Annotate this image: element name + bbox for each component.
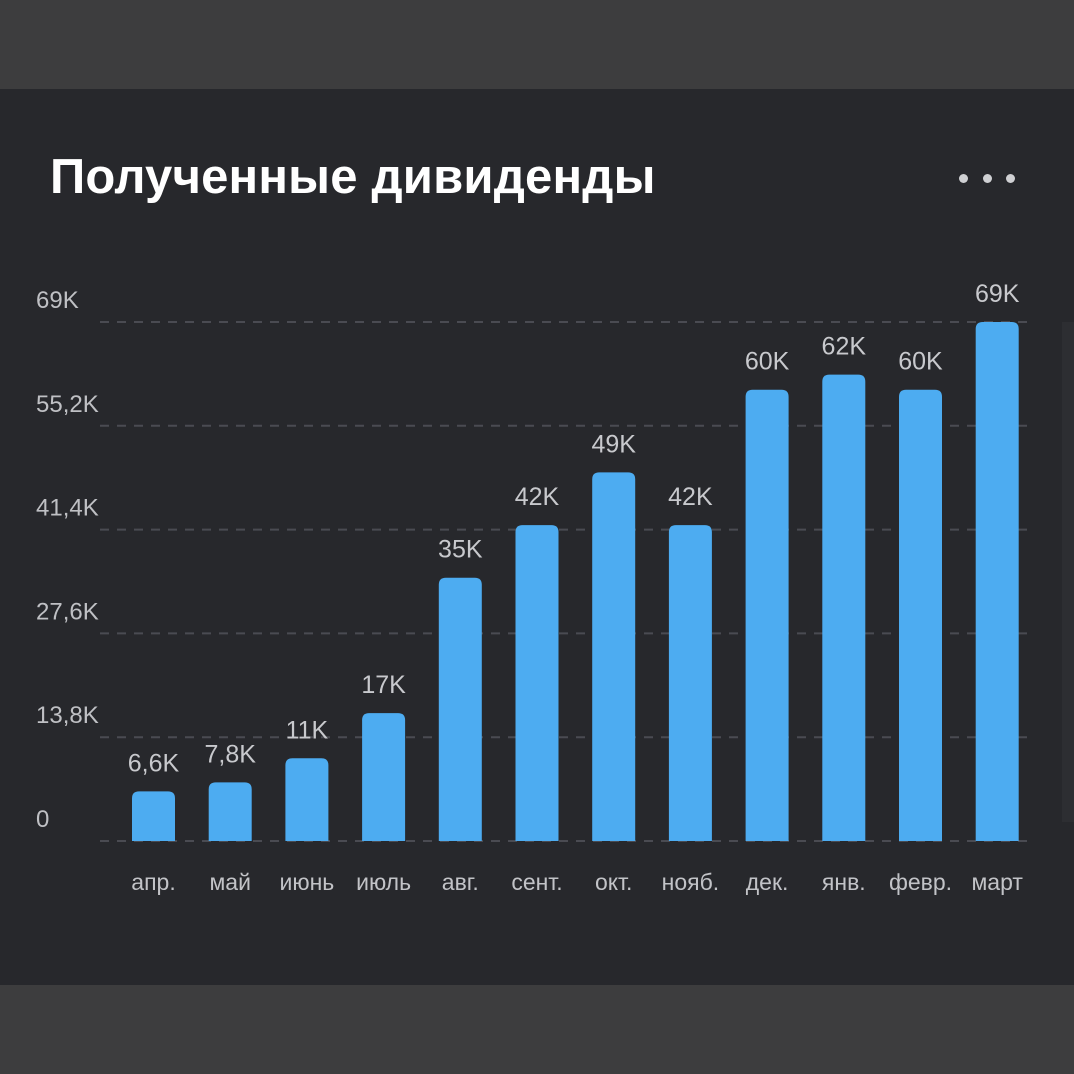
data-label: 69K: [975, 280, 1020, 308]
x-tick-label: март: [971, 869, 1023, 895]
data-label: 17K: [361, 671, 406, 699]
bar-9[interactable]: [822, 374, 866, 841]
bar-8[interactable]: [745, 389, 789, 841]
x-tick-label: янв.: [822, 869, 866, 895]
bar-10[interactable]: [899, 389, 942, 841]
more-options-button[interactable]: [955, 165, 1019, 191]
more-horizontal-icon-dot: [1006, 173, 1015, 183]
data-label: 35K: [438, 536, 483, 564]
y-tick-label: 27,6K: [36, 598, 99, 625]
bar-11[interactable]: [975, 322, 1019, 841]
y-tick-label: 13,8K: [36, 702, 99, 729]
bars: [132, 322, 1019, 841]
bar-6[interactable]: [592, 472, 636, 841]
x-tick-label: июль: [356, 869, 411, 895]
more-horizontal-icon-dot: [982, 173, 992, 183]
data-label: 49K: [591, 430, 636, 458]
x-tick-label: апр.: [131, 869, 175, 895]
x-tick-label: май: [209, 869, 250, 895]
x-axis-ticks: апр. май июнь июль авг. сент. окт. нояб. дек. янв…: [131, 869, 1023, 895]
bar-0[interactable]: [132, 791, 175, 841]
bar-7[interactable]: [668, 525, 712, 841]
card-title: Полученные дивиденды: [50, 150, 656, 204]
more-horizontal-icon: [959, 173, 968, 183]
y-tick-label: 41,4K: [36, 495, 99, 522]
x-tick-label: дек.: [746, 869, 789, 895]
data-label: 60K: [898, 348, 943, 376]
bar-2[interactable]: [285, 758, 329, 841]
scroll-edge: [1062, 322, 1074, 822]
x-tick-label: нояб.: [662, 869, 720, 895]
x-tick-label: июнь: [280, 869, 335, 895]
data-label: 7,8K: [204, 740, 256, 768]
bar-3[interactable]: [362, 713, 406, 841]
x-tick-label: авг.: [442, 869, 479, 895]
y-tick-label: 69K: [36, 287, 79, 314]
bar-1[interactable]: [208, 782, 252, 841]
x-tick-label: окт.: [595, 869, 633, 895]
data-label: 62K: [822, 333, 867, 361]
bar-5[interactable]: [515, 525, 559, 841]
data-label: 60K: [745, 348, 790, 376]
y-tick-label: 0: [36, 806, 49, 833]
x-tick-label: сент.: [511, 869, 562, 895]
bar-4[interactable]: [438, 577, 482, 841]
data-label: 42K: [515, 483, 560, 511]
data-labels: 6,6K 7,8K 11K 17K 35K 42K 49K 42K 60K 62K 60K 69K: [128, 280, 1020, 777]
data-label: 6,6K: [128, 749, 180, 777]
data-label: 42K: [668, 483, 713, 511]
x-tick-label: февр.: [889, 869, 952, 895]
y-tick-label: 55,2K: [36, 391, 99, 418]
y-axis-ticks: 0 13,8K 27,6K 41,4K 55,2K 69K: [36, 287, 99, 833]
gridlines: [100, 321, 1030, 842]
data-label: 11K: [286, 716, 329, 744]
